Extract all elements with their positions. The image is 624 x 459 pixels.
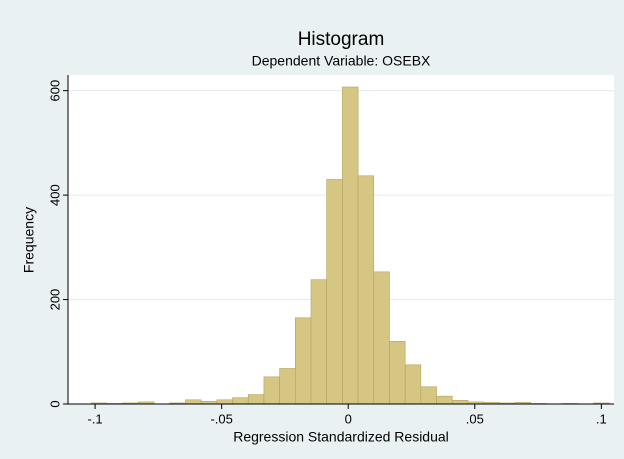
bar	[389, 341, 406, 405]
x-tick-label: .1	[596, 411, 607, 426]
bar	[357, 175, 375, 405]
bar	[263, 376, 280, 405]
chart-subtitle: Dependent Variable: OSEBX	[252, 53, 431, 69]
x-tick-label: 0	[345, 411, 352, 426]
bar	[247, 394, 265, 405]
bar	[436, 395, 453, 405]
x-tick-label: -.05	[210, 411, 232, 426]
y-tick-label: 600	[47, 80, 62, 102]
bar	[404, 364, 422, 405]
x-axis-label: Regression Standardized Residual	[233, 429, 449, 445]
bar	[326, 179, 343, 405]
bar	[216, 399, 233, 405]
bar	[342, 86, 359, 405]
y-tick-label: 200	[47, 289, 62, 311]
y-axis-label: Frequency	[21, 207, 37, 273]
bar	[295, 317, 312, 405]
bar	[310, 279, 327, 405]
y-tick-label: 400	[47, 184, 62, 206]
bar	[279, 368, 296, 405]
bar	[373, 271, 390, 405]
chart-title: Histogram	[298, 29, 385, 50]
x-tick-label: .05	[466, 411, 484, 426]
bar	[232, 397, 249, 405]
y-tick-label: 0	[47, 400, 62, 407]
x-tick-label: -.1	[87, 411, 102, 426]
bar	[451, 400, 469, 405]
bar	[185, 399, 202, 405]
bar	[420, 386, 437, 405]
